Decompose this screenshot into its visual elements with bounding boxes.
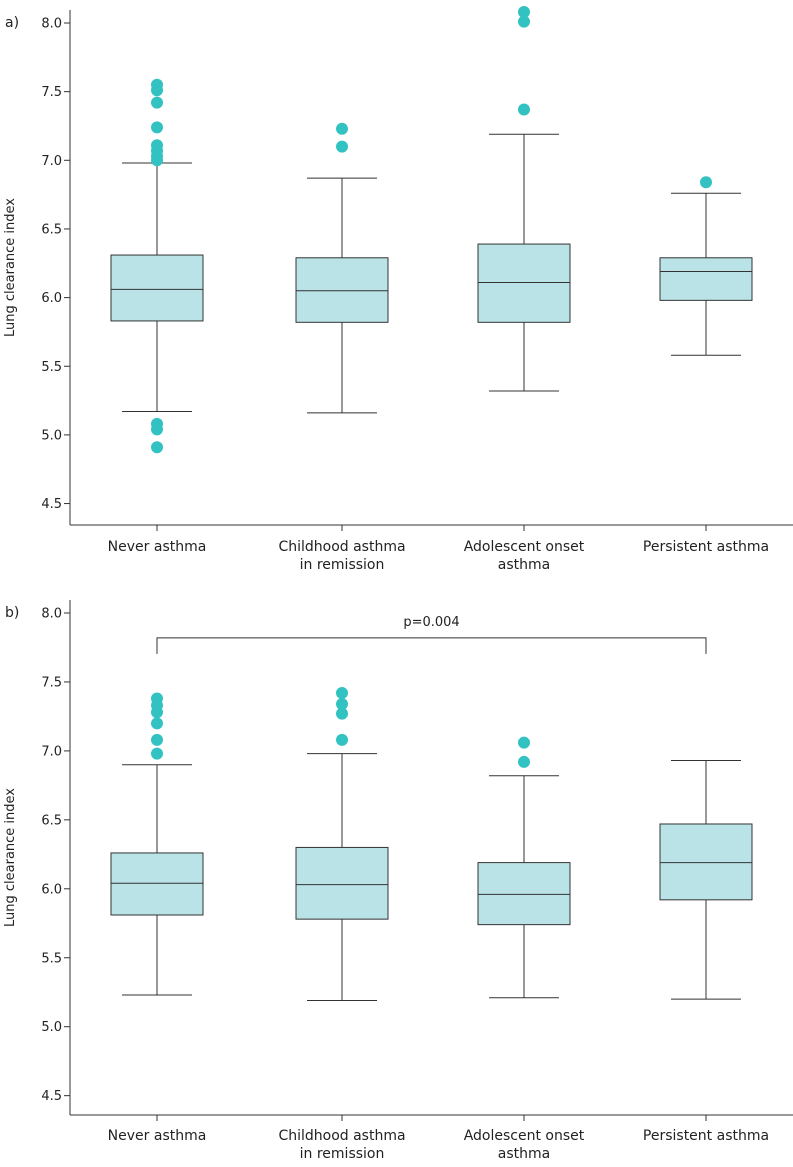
significance-bracket — [156, 637, 707, 654]
p-value-label: p=0.004 — [403, 615, 459, 630]
category-label: Childhood asthma in remission — [278, 539, 405, 573]
outlier-point — [151, 96, 163, 109]
category-label-line: in remission — [300, 1146, 385, 1162]
category-label-line: Never asthma — [108, 1128, 207, 1144]
y-axis-title: Lung clearance index — [3, 788, 18, 927]
outlier-point — [151, 417, 163, 430]
iqr-box — [295, 257, 389, 323]
y-tick-label: 5.0 — [41, 1020, 62, 1035]
outlier-point — [151, 121, 163, 134]
iqr-box — [477, 862, 571, 926]
outlier-point — [151, 441, 163, 454]
outlier-point — [336, 122, 348, 135]
outlier-point — [518, 103, 530, 116]
outlier-point — [336, 733, 348, 746]
outlier-point — [336, 140, 348, 153]
iqr-box — [659, 823, 753, 901]
y-tick-label: 6.5 — [41, 222, 62, 237]
category-label-line: Persistent asthma — [643, 539, 769, 555]
outlier-point — [336, 707, 348, 720]
outlier-point — [336, 698, 348, 711]
category-label-line: Adolescent onset — [464, 539, 585, 555]
y-tick-label: 5.5 — [41, 360, 62, 375]
iqr-box — [477, 243, 571, 323]
iqr-box — [659, 257, 753, 301]
y-tick-label: 5.0 — [41, 428, 62, 443]
y-axis-title: Lung clearance index — [3, 198, 18, 337]
panel-label: a) — [5, 15, 19, 31]
outlier-point — [151, 139, 163, 152]
outlier-point — [518, 6, 530, 19]
y-tick-label: 7.0 — [41, 154, 62, 169]
category-label-line: Childhood asthma — [278, 1128, 405, 1144]
category-label: Persistent asthma — [643, 1128, 769, 1144]
category-label: Never asthma — [108, 1128, 207, 1144]
iqr-box — [295, 846, 389, 920]
y-tick-label: 8.0 — [41, 17, 62, 32]
y-tick-label: 7.5 — [41, 675, 62, 690]
category-label: Never asthma — [108, 539, 207, 555]
outlier-point — [336, 686, 348, 699]
category-label-line: Adolescent onset — [464, 1128, 585, 1144]
category-label: Adolescent onset asthma — [464, 1128, 585, 1162]
y-tick-label: 4.5 — [41, 497, 62, 512]
outlier-point — [518, 736, 530, 749]
y-tick-label: 6.5 — [41, 813, 62, 828]
outlier-point — [518, 755, 530, 768]
iqr-box — [110, 254, 204, 322]
panel-a-chart: a) 4.5 5.0 5.5 6.0 6.5 7.0 7.5 8.0 Lung clearance… — [3, 6, 793, 573]
panel-label: b) — [5, 605, 19, 621]
outlier-point — [151, 747, 163, 760]
y-tick-label: 7.0 — [41, 744, 62, 759]
y-tick-label: 4.5 — [41, 1089, 62, 1104]
outlier-point — [151, 78, 163, 91]
y-tick-label: 5.5 — [41, 951, 62, 966]
iqr-box — [110, 852, 204, 916]
y-tick-label: 6.0 — [41, 291, 62, 306]
category-label-line: Childhood asthma — [278, 539, 405, 555]
outlier-point — [151, 733, 163, 746]
category-label-line: Persistent asthma — [643, 1128, 769, 1144]
outlier-point — [151, 692, 163, 705]
category-label-line: asthma — [498, 1146, 550, 1162]
outlier-point — [700, 176, 712, 189]
category-label-line: Never asthma — [108, 539, 207, 555]
category-label: Childhood asthma in remission — [278, 1128, 405, 1162]
outlier-point — [518, 15, 530, 28]
panel-b-chart: b) 4.5 5.0 5.5 6.0 6.5 7.0 7.5 8.0 Lung clearance… — [3, 600, 793, 1162]
y-tick-label: 7.5 — [41, 85, 62, 100]
y-tick-label: 6.0 — [41, 882, 62, 897]
category-label: Persistent asthma — [643, 539, 769, 555]
outlier-point — [151, 717, 163, 730]
category-label-line: in remission — [300, 557, 385, 573]
category-label-line: asthma — [498, 557, 550, 573]
category-label: Adolescent onset asthma — [464, 539, 585, 573]
y-tick-label: 8.0 — [41, 607, 62, 622]
